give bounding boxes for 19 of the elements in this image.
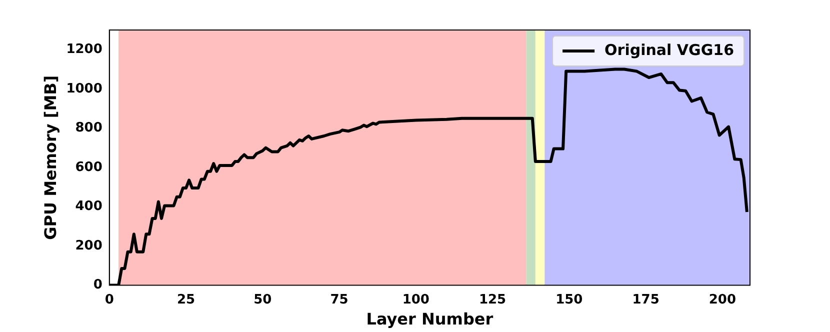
y-tick-label: 0 [93, 278, 102, 293]
x-tick-label: 75 [330, 292, 348, 308]
y-tick-label: 600 [75, 160, 102, 175]
y-tick-label: 1200 [66, 42, 102, 58]
y-tick-label: 800 [75, 120, 102, 136]
y-tick-label: 400 [75, 199, 102, 214]
x-tick-label: 0 [104, 292, 114, 308]
x-axis-title: Layer Number [366, 310, 494, 329]
legend-label: Original VGG16 [604, 40, 734, 59]
y-axis-title: GPU Memory [MB] [40, 75, 60, 240]
x-tick-label: 125 [478, 292, 506, 308]
x-tick-label: 100 [402, 292, 430, 308]
x-tick-label: 150 [556, 292, 583, 308]
y-tick-label: 1000 [66, 81, 102, 96]
x-tick-label: 200 [708, 292, 736, 308]
x-tick-label: 50 [254, 292, 272, 308]
x-tick-label: 25 [176, 292, 196, 308]
x-tick-label: 175 [632, 292, 660, 308]
y-tick-label: 200 [75, 238, 102, 254]
